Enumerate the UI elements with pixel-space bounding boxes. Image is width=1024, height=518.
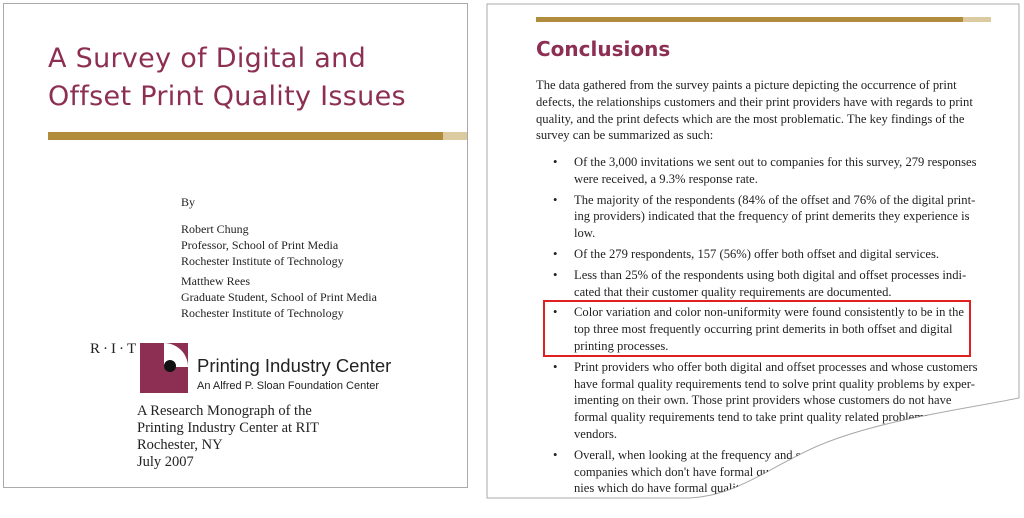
gold-bar-tail bbox=[963, 17, 991, 22]
bullet-line: Of the 3,000 invitations we sent out to … bbox=[574, 155, 977, 169]
bullet-item: • Of the 3,000 invitations we sent out to… bbox=[536, 154, 976, 188]
bullet-line: companies which don't have formal qualit… bbox=[574, 464, 792, 479]
author-title: Graduate Student, School of Print Media bbox=[181, 290, 377, 304]
author-title: Professor, School of Print Media bbox=[181, 238, 339, 252]
bullet-item: • Color variation and color non-uniformit… bbox=[536, 304, 976, 354]
bullet-line: Overall, when looking at the frequency a… bbox=[574, 447, 836, 462]
monograph-line: Rochester, NY bbox=[137, 437, 223, 453]
bullet-line: Color variation and color non-uniformity… bbox=[574, 305, 964, 320]
intro-line: quality, and the print defects which are… bbox=[536, 111, 965, 126]
bullet-dot: • bbox=[553, 447, 558, 462]
bullet-dot: • bbox=[553, 192, 558, 207]
bullet-item: • Less than 25% of the respondents using … bbox=[536, 267, 976, 301]
intro: The data gathered from the survey paints… bbox=[536, 77, 973, 144]
bullet-line: Of the 279 respondents, 157 (56%) offer … bbox=[574, 246, 940, 261]
bullet-item: • Of the 279 respondents, 157 (56%) offer… bbox=[536, 246, 976, 263]
logo-name: Printing Industry Center bbox=[197, 355, 392, 376]
author: Robert Chung Professor, School of Print … bbox=[181, 221, 344, 269]
gold-bar bbox=[48, 132, 443, 140]
author-name: Matthew Rees bbox=[181, 274, 250, 288]
bullet-line: The majority of the respondents (84% of … bbox=[574, 192, 976, 207]
bullet-line: were received, a 9.3% response rate. bbox=[574, 171, 758, 186]
bullet-line: Print providers who offer both digital a… bbox=[574, 359, 978, 374]
bullet-dot: • bbox=[553, 155, 558, 169]
right-page-frame bbox=[486, 3, 1020, 499]
monograph-line: Printing Industry Center at RIT bbox=[137, 420, 320, 436]
title: A Survey of Digital and Offset Print Qua… bbox=[48, 40, 406, 116]
logo-tagline: An Alfred P. Sloan Foundation Center bbox=[197, 380, 380, 392]
author-institution: Rochester Institute of Technology bbox=[181, 306, 344, 320]
intro-line: defects, the relationships customers and… bbox=[536, 94, 973, 109]
monograph-line: A Research Monograph of the bbox=[137, 403, 312, 419]
gold-bar-tail bbox=[443, 132, 467, 140]
author: Matthew Rees Graduate Student, School of… bbox=[181, 273, 377, 321]
bullet-item: • The majority of the respondents (84% of… bbox=[536, 192, 976, 242]
monograph-line: July 2007 bbox=[137, 454, 194, 470]
logo-dot bbox=[164, 360, 176, 372]
monograph: A Research Monograph of the Printing Indu… bbox=[137, 403, 319, 471]
bullet-line: printing processes. bbox=[574, 338, 669, 353]
heading: Conclusions bbox=[536, 37, 671, 61]
intro-line: The data gathered from the survey paints… bbox=[536, 78, 957, 92]
logo-mark: R·I·T bbox=[90, 341, 140, 357]
bullet-line: formal quality requirements tend to take… bbox=[574, 410, 969, 425]
bullet-line: have formal quality requirements tend to… bbox=[574, 376, 975, 391]
bullet-item: • Print providers who offer both digital … bbox=[536, 359, 976, 443]
bullet-dot: • bbox=[553, 267, 558, 282]
bullet-line: ing providers) indicated that the freque… bbox=[574, 209, 970, 224]
bullet-dot: • bbox=[553, 359, 558, 374]
bullet-line: nies which do have formal quality re bbox=[574, 481, 759, 496]
bullet-line: Less than 25% of the respondents using b… bbox=[574, 267, 967, 282]
intro-line: survey can be summarized as such: bbox=[536, 128, 714, 143]
gold-bar bbox=[536, 17, 963, 22]
left-page-frame bbox=[3, 3, 468, 488]
bullet-line: imenting on their own. Those print provi… bbox=[574, 393, 952, 408]
bullet-dot: • bbox=[553, 305, 558, 320]
bullet-dot: • bbox=[553, 246, 558, 261]
title-line: Offset Print Quality Issues bbox=[48, 81, 406, 112]
by: By bbox=[181, 195, 196, 209]
author-institution: Rochester Institute of Technology bbox=[181, 254, 344, 268]
title-line: A Survey of Digital and bbox=[48, 43, 367, 74]
bullet-line: low. bbox=[574, 226, 596, 241]
bullet-line: vendors. bbox=[574, 426, 618, 441]
bullet-line: top three most frequently occurring prin… bbox=[574, 322, 953, 337]
bullet-line: cated that their customer quality requir… bbox=[574, 284, 892, 299]
author-name: Robert Chung bbox=[181, 222, 249, 236]
